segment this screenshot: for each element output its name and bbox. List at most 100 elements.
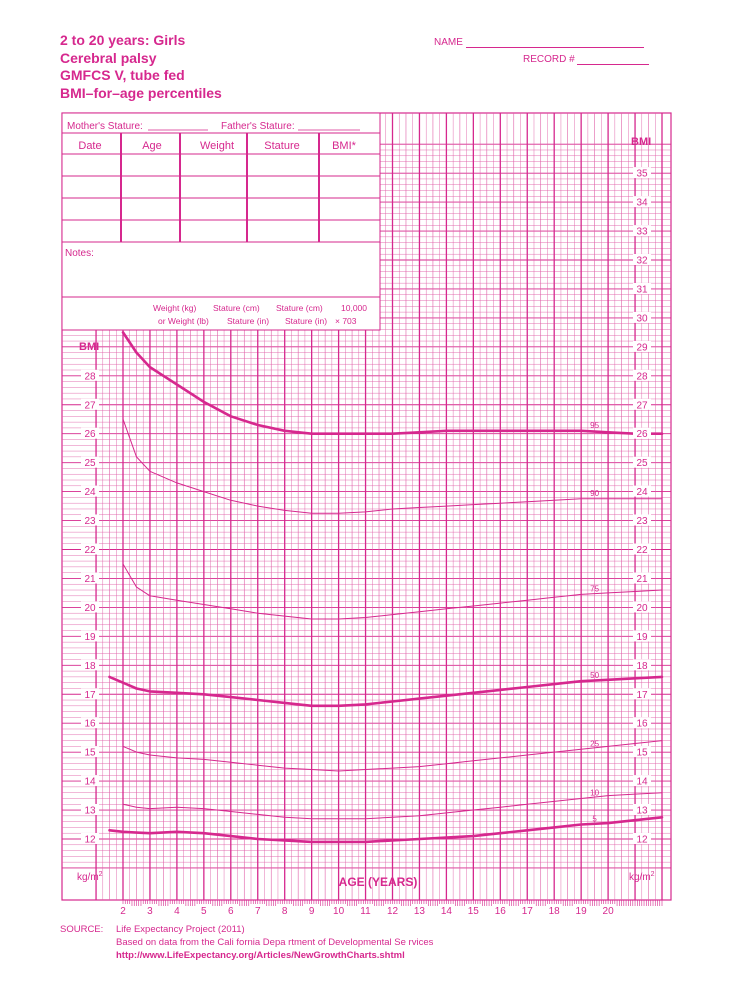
percentile-50-line xyxy=(108,675,664,708)
y-tick-right: 23 xyxy=(636,516,648,527)
y-tick-right: 28 xyxy=(636,371,648,382)
bmi-label-right: BMI xyxy=(631,136,651,148)
x-tick-bg xyxy=(465,904,482,916)
y-tick-left: 25 xyxy=(84,458,96,469)
col-date: Date xyxy=(78,140,101,152)
x-tick: 3 xyxy=(147,906,153,917)
x-tick-bg xyxy=(168,904,185,916)
name-line[interactable] xyxy=(465,47,644,48)
x-tick-bg xyxy=(330,904,347,916)
y-tick-bg xyxy=(633,254,651,265)
y-tick-bg xyxy=(633,427,651,439)
x-tick: 14 xyxy=(441,906,453,917)
y-tick-bg xyxy=(633,717,651,729)
x-tick: 2 xyxy=(120,906,126,917)
x-tick-bg xyxy=(546,904,563,916)
x-tick-bg xyxy=(195,904,212,916)
formula-stature-in-1: Stature (in) xyxy=(227,316,269,326)
y-tick-right: 15 xyxy=(636,748,648,759)
y-tick-left: 20 xyxy=(84,603,96,614)
x-tick: 15 xyxy=(468,906,480,917)
x-tick: 13 xyxy=(414,906,426,917)
record-line[interactable] xyxy=(577,64,650,65)
record-field[interactable]: RECORD # xyxy=(523,54,650,65)
name-field[interactable]: NAME xyxy=(434,37,644,48)
notes-label: Notes: xyxy=(65,248,94,259)
x-tick: 17 xyxy=(522,906,534,917)
source-block: SOURCE: Life Expectancy Project (2011) Ba… xyxy=(60,923,433,962)
y-tick-right: 27 xyxy=(636,400,648,411)
x-tick-bg xyxy=(303,904,320,916)
x-tick: 16 xyxy=(495,906,507,917)
unit-label-left: kg/m2 xyxy=(77,871,103,883)
x-tick: 6 xyxy=(228,906,234,917)
y-tick-bg xyxy=(81,369,99,381)
y-tick-bg xyxy=(81,456,99,468)
y-tick-right: 17 xyxy=(636,690,648,701)
record-box-frame xyxy=(61,112,381,331)
col-bmi: BMI* xyxy=(332,140,357,152)
y-tick-bg xyxy=(633,196,651,208)
y-tick-bg xyxy=(81,659,99,671)
y-tick-right: 24 xyxy=(636,487,648,498)
y-tick-left: 23 xyxy=(84,516,96,527)
record-box: Mother's Stature: Father's Stature: Date… xyxy=(61,112,381,331)
x-tick: 12 xyxy=(387,906,399,917)
y-tick-right: 14 xyxy=(636,777,648,788)
y-tick-bg xyxy=(633,225,651,237)
formula-stature-cm-2: Stature (cm) xyxy=(276,303,323,313)
x-tick: 11 xyxy=(360,906,371,917)
col-age: Age xyxy=(142,140,162,152)
y-tick-right: 21 xyxy=(636,574,648,585)
title-line: Cerebral palsy xyxy=(60,49,157,66)
y-tick-bg xyxy=(81,775,99,787)
y-tick-bg xyxy=(81,833,99,844)
name-label: NAME xyxy=(434,37,463,48)
y-tick-bg xyxy=(633,283,651,294)
x-tick: 9 xyxy=(309,906,315,917)
y-tick-right: 22 xyxy=(636,545,648,556)
x-tick-bg xyxy=(519,904,536,916)
x-tick-bg xyxy=(222,904,239,916)
y-tick-left: 12 xyxy=(84,835,96,846)
formula-weight-lb: or Weight (lb) xyxy=(158,316,209,326)
x-tick-bg xyxy=(600,904,617,916)
y-tick-left: 13 xyxy=(84,806,96,817)
tick-labels: 1213141516171819202122232425262728293031… xyxy=(81,167,651,917)
x-tick: 20 xyxy=(603,906,615,917)
x-tick-bg xyxy=(438,904,455,916)
percentile-90-label: 90 xyxy=(590,489,599,498)
y-tick-bg xyxy=(81,572,99,584)
x-tick-bg xyxy=(411,904,428,916)
source-line2: Based on data from the Cali fornia Depa … xyxy=(116,937,434,948)
y-tick-right: 19 xyxy=(636,632,648,643)
y-tick-bg xyxy=(81,514,99,526)
y-tick-right: 18 xyxy=(636,661,648,672)
col-weight: Weight xyxy=(200,140,234,152)
percentile-curves: 95 90 75 50 25 10 5 xyxy=(108,331,664,844)
formula-weight-kg: Weight (kg) xyxy=(153,303,196,313)
x-tick: 5 xyxy=(201,906,207,917)
y-tick-bg xyxy=(633,369,651,381)
percentile-95-line xyxy=(121,331,664,435)
percentile-5-line xyxy=(108,816,664,844)
y-tick-right: 16 xyxy=(636,719,648,730)
title-line: GMFCS V, tube fed xyxy=(60,67,185,83)
y-tick-right: 35 xyxy=(636,169,648,180)
y-tick-left: 14 xyxy=(84,777,96,788)
percentile-10-label: 10 xyxy=(590,789,599,798)
col-stature: Stature xyxy=(264,140,299,152)
x-tick-bg xyxy=(115,904,131,916)
y-tick-right: 32 xyxy=(636,256,648,267)
y-tick-bg xyxy=(633,601,651,613)
y-tick-right: 26 xyxy=(636,429,648,440)
y-tick-bg xyxy=(633,833,651,844)
source-url[interactable]: http://www.LifeExpectancy.org/Articles/N… xyxy=(116,950,405,961)
y-tick-bg xyxy=(81,688,99,700)
x-tick: 4 xyxy=(174,906,180,917)
y-tick-bg xyxy=(633,775,651,787)
x-tick-bg xyxy=(249,904,266,916)
y-tick-bg xyxy=(633,456,651,468)
y-tick-bg xyxy=(633,688,651,700)
